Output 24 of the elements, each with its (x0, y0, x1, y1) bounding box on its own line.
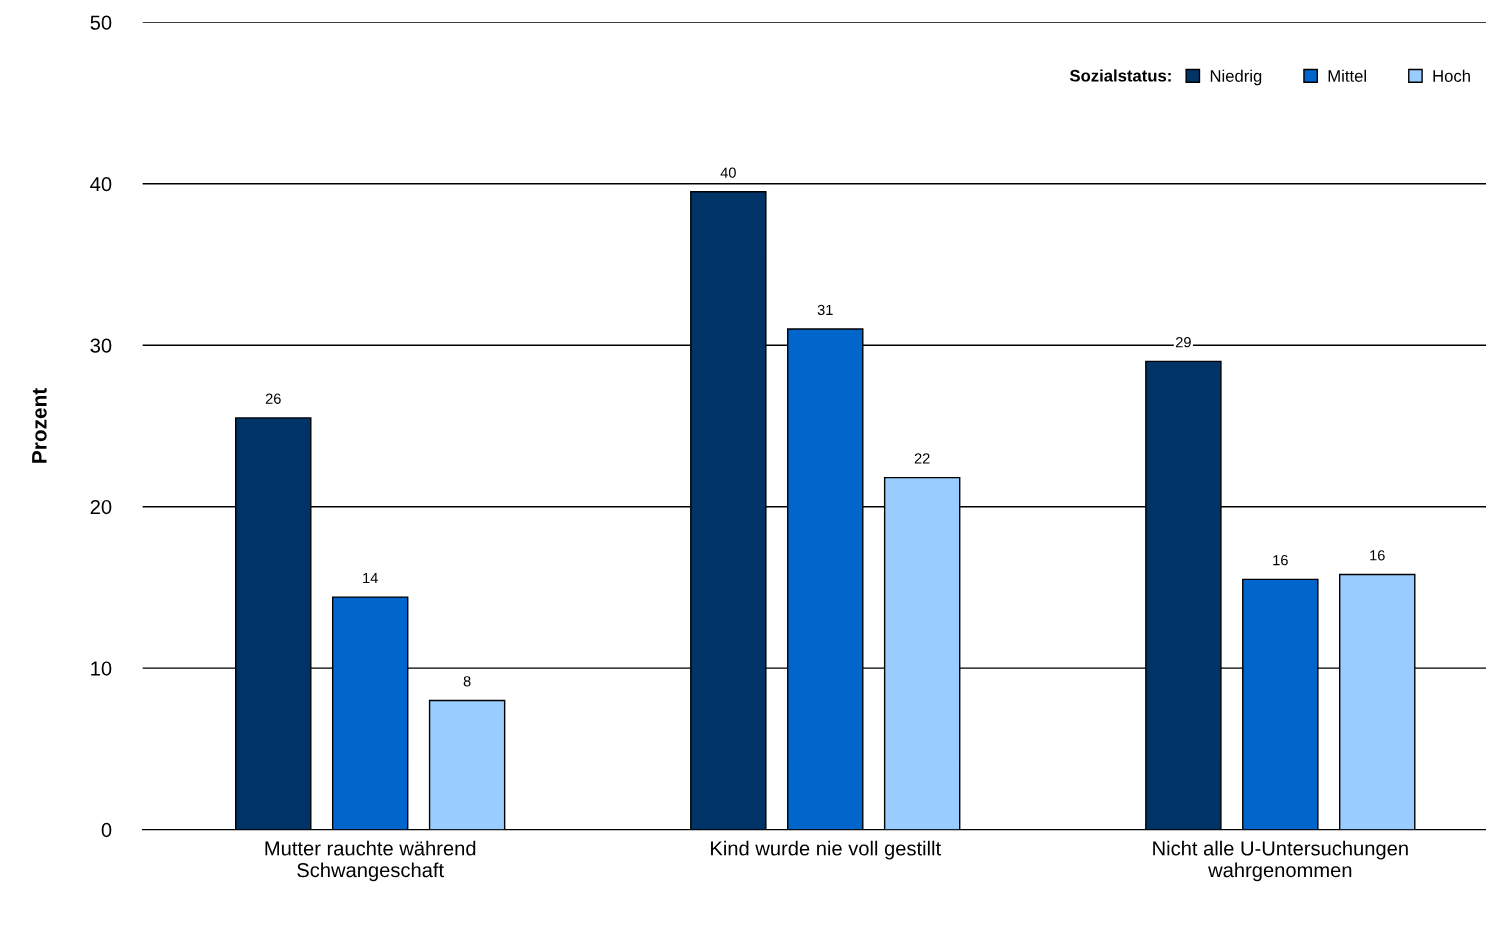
data-label: 16 (1273, 555, 1288, 566)
legend-label: Hoch (1433, 69, 1470, 82)
y-tick-label: 20 (90, 499, 112, 515)
data-label: 16 (1370, 550, 1385, 561)
data-label: 14 (363, 572, 378, 583)
data-label: 22 (914, 453, 930, 464)
x-tick-label: Nicht alle U-Untersuchungen wahrgenommen (1153, 840, 1408, 882)
data-label: 26 (265, 393, 281, 404)
y-tick-label: 50 (90, 15, 112, 30)
x-tick-label: Kind wurde nie voll gestillt (711, 840, 941, 860)
data-label: 40 (720, 167, 736, 178)
y-tick-label: 30 (90, 338, 112, 353)
y-tick-label: 10 (91, 661, 112, 676)
legend-label: Niedrig (1210, 69, 1262, 86)
legend-title: Sozialstatus: (1069, 69, 1171, 82)
data-label: 8 (463, 676, 471, 687)
y-tick-label: 0 (101, 822, 112, 838)
x-tick-label: Mutter rauchte während Schwangeschaft (265, 840, 476, 882)
bar (428, 699, 506, 830)
data-label: 29 (1176, 337, 1191, 348)
y-axis-title: Prozent (32, 388, 47, 463)
y-tick-label: 40 (90, 176, 112, 192)
legend-label: Mittel (1328, 69, 1366, 82)
data-label: 31 (817, 304, 833, 316)
